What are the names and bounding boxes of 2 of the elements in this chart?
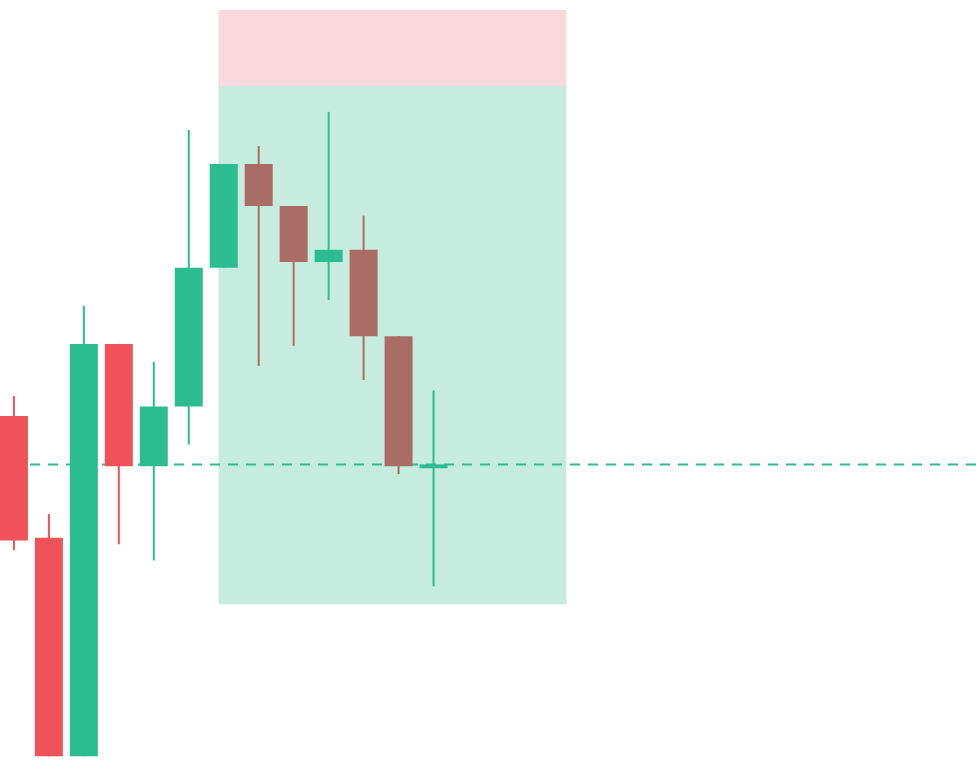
- candlestick: [314, 110, 343, 302]
- candlestick: [244, 145, 273, 367]
